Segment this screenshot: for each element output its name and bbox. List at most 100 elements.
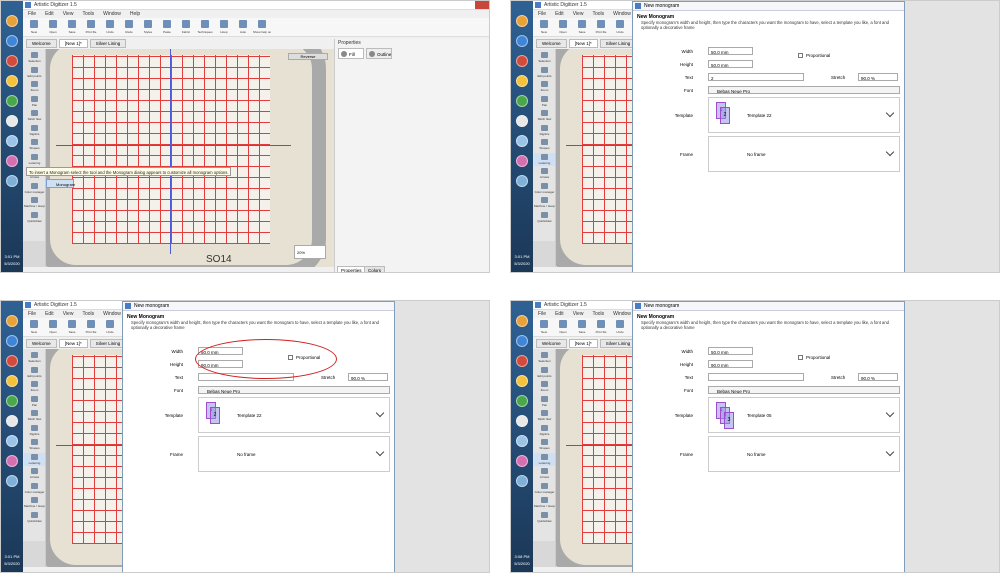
tool-button: Lettering (24, 153, 45, 166)
toolbox: Selection Edit points Zoom Pan Stitch flow Di… (23, 349, 46, 567)
stitch-grid (72, 55, 270, 244)
frame-box: No frame (708, 436, 900, 472)
template-box: 12Template 22 (708, 97, 900, 133)
dialog-heading: New Monogram (637, 314, 675, 320)
tool-label: Arrows (539, 475, 550, 479)
toolbar-button: Show help on (253, 18, 271, 37)
tool-label: Shapes (29, 146, 40, 150)
clock-time: 3:01 PM (514, 254, 530, 259)
menu-item: File (538, 311, 547, 317)
tool-button: Quickdraw (534, 211, 555, 224)
tool-label: Stitch flow (27, 117, 42, 121)
dialog-title-bar: New monogram (123, 302, 394, 311)
toolbar-label: Open (49, 330, 57, 334)
taskbar-icon (516, 315, 528, 327)
property-label: Outline (377, 52, 392, 57)
tool-label: Selection (538, 359, 551, 363)
menu-item: Tools (82, 11, 95, 17)
text-input: 50.0 mm (708, 60, 753, 68)
field-label: Height (679, 62, 693, 67)
property-icon (369, 51, 375, 57)
tool-icon (31, 81, 38, 87)
toolbar-label: Undo (616, 30, 624, 34)
toolbox: Selection Edit points Zoom Pan Stitch flow Di… (533, 349, 556, 567)
document-tab: Silver Lining (599, 39, 637, 48)
tool-label: Pan (31, 402, 38, 407)
toolbar-button: Redo (122, 18, 136, 37)
screenshot-panel: 3:01 PM 5/3/2020 Artistic Digitizer 1.5 Fil… (510, 0, 1000, 273)
toolbar-button: Undo (103, 318, 117, 337)
text-input: 90.0 % (858, 73, 898, 81)
taskbar-icon (6, 115, 18, 127)
tool-button: Digitize (534, 424, 555, 437)
properties-title: Properties (338, 40, 361, 46)
menu-item: View (572, 311, 584, 317)
toolbar-button: Open (46, 318, 60, 337)
tool-label: Digitize (539, 431, 550, 436)
tool-button: Zoom (24, 80, 45, 93)
field-label: Font (683, 88, 693, 93)
document-tab: [New 1]* (58, 39, 88, 48)
tool-icon (541, 168, 548, 174)
font-value: Bebas Neue Pro (207, 388, 241, 394)
tool-button: Stitch flow (24, 409, 45, 422)
taskbar: 3:01 PM 5/3/2020 (1, 1, 23, 272)
tool-icon (31, 153, 38, 160)
dialog-title: New monogram (134, 303, 170, 309)
tool-button: Quickdraw (24, 511, 45, 524)
toolbar-button: Fabric (179, 18, 193, 37)
field-label: Frame (679, 152, 693, 157)
tool-icon (31, 395, 38, 402)
taskbar-icon (6, 175, 18, 187)
menu-item: Edit (45, 311, 54, 317)
monogram-button: Monogram (46, 179, 75, 188)
taskbar-icon (6, 155, 18, 167)
toolbar-icon (68, 20, 76, 28)
toolbar-icon (106, 320, 114, 328)
taskbar-icon (516, 475, 528, 487)
toolbar-label: Techniques (197, 30, 213, 34)
toolbar-button: Save (65, 18, 79, 37)
toolbar-label: Hoop (220, 30, 228, 34)
tool-icon (541, 410, 548, 416)
taskbar: 3:01 PM 5/3/2020 (1, 301, 23, 572)
tool-label: Color manager (24, 489, 45, 494)
menu-item: File (28, 11, 37, 17)
document-tab: Welcome (26, 39, 57, 48)
taskbar: 3:08 PM 5/3/2020 (511, 301, 533, 572)
tool-button: Machine / Hoop (534, 196, 555, 209)
tool-button: Edit points (24, 66, 45, 79)
menu-bar: File Edit View Tools Window Help (23, 10, 489, 18)
taskbar-icon (516, 375, 528, 387)
tool-icon (31, 410, 38, 416)
toolbar-icon (30, 20, 38, 28)
toolbar-icon (559, 20, 567, 28)
toolbar-button: Techniques (197, 18, 213, 37)
toolbar-label: Open (559, 30, 567, 34)
tool-button: Pan (534, 95, 555, 108)
tool-button: Shapes (534, 138, 555, 151)
tool-icon (541, 211, 548, 218)
tool-button: Pan (24, 395, 45, 408)
font-value: Bebas Neue Pro (717, 388, 751, 394)
screenshot-panel: 3:08 PM 5/3/2020 Artistic Digitizer 1.5 Fil… (510, 300, 1000, 573)
frame-name: No frame (747, 452, 766, 457)
checkbox-label: Proportional (806, 53, 831, 58)
tool-icon (31, 124, 38, 131)
zoom-box: 20% (294, 245, 326, 259)
window-title: Artistic Digitizer 1.5 (544, 302, 587, 308)
canvas: SO14 Reverse 20% (46, 49, 334, 267)
toolbar-label: Undo (616, 330, 624, 334)
menu-item: Edit (555, 311, 564, 317)
field-label: Template (674, 413, 693, 418)
text-input: 90.0 mm (708, 360, 753, 368)
taskbar: 3:01 PM 5/3/2020 (511, 1, 533, 272)
tool-icon (31, 110, 38, 116)
checkbox-label: Proportional (806, 355, 831, 360)
tool-icon (31, 139, 38, 145)
font-dropdown: Bebas Neue Pro (708, 386, 900, 394)
field-label: Frame (679, 452, 693, 457)
tool-label: Machine / Hoop (24, 504, 45, 508)
taskbar-icon (6, 95, 18, 107)
toolbar-button: Undo (613, 18, 627, 37)
